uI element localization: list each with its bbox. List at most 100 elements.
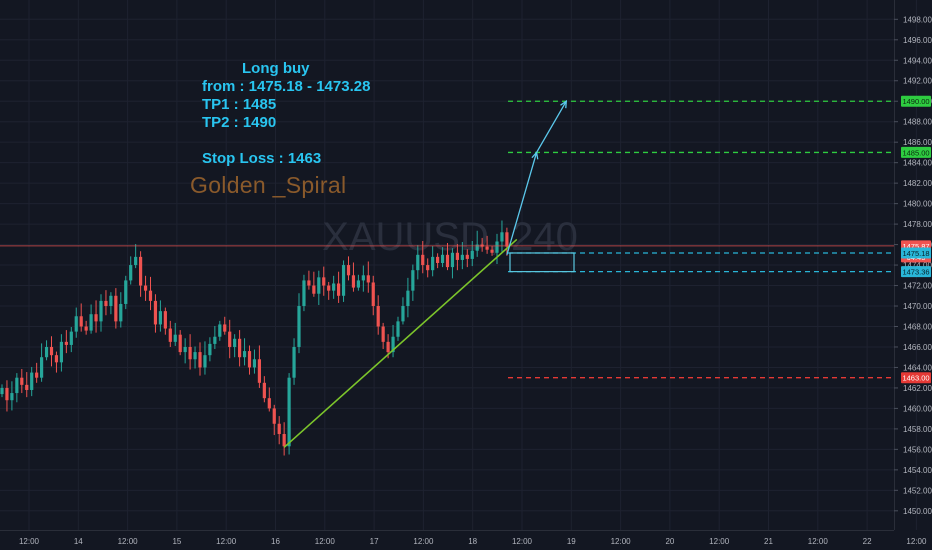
candle-body	[426, 265, 430, 271]
candles	[0, 220, 509, 456]
candle-body	[381, 326, 385, 342]
candle-body	[396, 321, 400, 337]
candle-body	[35, 372, 39, 378]
x-tick-label: 16	[271, 537, 280, 546]
x-tick-label: 19	[567, 537, 576, 546]
trendline	[283, 238, 518, 448]
candle-body	[371, 282, 375, 307]
projection-arrow	[536, 100, 567, 153]
candle-body	[168, 328, 172, 342]
brand-label: Golden _Spiral	[190, 172, 347, 198]
y-tick-label: 1450.00	[903, 507, 932, 516]
stop-loss-label: 1463.00	[902, 374, 929, 383]
entry-low-tag	[901, 266, 931, 278]
candle-body	[366, 275, 370, 283]
candle-body	[332, 283, 336, 291]
stop-loss-tag	[901, 372, 931, 384]
x-tick-label: 12:00	[315, 537, 336, 546]
y-tick-label: 1464.00	[903, 363, 932, 372]
note-range: from : 1475.18 - 1473.28	[202, 78, 371, 95]
candle-body	[440, 254, 445, 264]
candle-body	[267, 398, 271, 409]
candle-body	[411, 270, 415, 291]
candle-body	[445, 254, 450, 268]
candle-body	[173, 334, 177, 342]
candle-body	[30, 372, 34, 390]
candle-body	[238, 338, 242, 358]
y-tick-label: 1452.00	[903, 486, 932, 495]
candle-body	[356, 280, 360, 288]
candle-body	[119, 303, 123, 322]
candle-body	[351, 275, 356, 288]
y-tick-label: 1482.00	[903, 179, 932, 188]
candle-body	[470, 250, 474, 259]
candle-body	[228, 331, 232, 347]
x-tick-label: 12:00	[413, 537, 434, 546]
x-tick-label: 12:00	[118, 537, 139, 546]
x-tick-label: 22	[863, 537, 872, 546]
candle-body	[421, 254, 425, 266]
candle-body	[495, 241, 499, 253]
candle-body	[312, 285, 316, 294]
note-stop-loss: Stop Loss : 1463	[202, 150, 322, 167]
x-tick-label: 18	[468, 537, 477, 546]
y-tick-label: 1496.00	[903, 36, 932, 45]
candle-body	[302, 280, 306, 307]
candle-body	[327, 285, 331, 291]
candle-body	[59, 341, 63, 363]
candle-body	[99, 300, 103, 322]
candle-body	[74, 316, 78, 332]
tp1-label: 1485.00	[902, 148, 929, 157]
x-tick-label: 12:00	[709, 537, 730, 546]
grid	[0, 0, 917, 530]
y-tick-label: 1498.00	[903, 15, 932, 24]
candle-body	[500, 232, 504, 242]
entry-zone-box	[509, 252, 575, 273]
y-tick-label: 1480.00	[903, 200, 932, 209]
candle-body	[307, 280, 311, 286]
candle-body	[436, 256, 440, 264]
x-tick-label: 17	[370, 537, 379, 546]
note-tp2: TP2 : 1490	[202, 114, 277, 131]
candle-body	[401, 306, 405, 322]
y-tick-label: 1492.00	[903, 77, 932, 86]
candle-body	[218, 324, 222, 337]
candle-body	[247, 351, 252, 368]
candle-body	[257, 359, 261, 383]
candle-body	[287, 377, 291, 447]
price-axis[interactable]: 1450.00 1452.00 1454.00 1456.00 1458.00 1460.…	[894, 15, 932, 516]
candle-body	[208, 343, 212, 356]
candle-body	[20, 377, 24, 385]
y-tick-label: 1486.00	[903, 138, 932, 147]
candle-body	[10, 393, 14, 401]
x-tick-label: 12:00	[512, 537, 533, 546]
candle-body	[386, 341, 390, 353]
candle-body	[148, 290, 153, 301]
y-tick-label: 1478.00	[903, 220, 932, 229]
candle-body	[153, 300, 158, 325]
candle-body	[89, 314, 93, 331]
candle-body	[64, 341, 68, 345]
x-tick-label: 20	[665, 537, 674, 546]
candle-body	[341, 265, 346, 296]
candle-body	[114, 295, 118, 322]
candle-body	[262, 382, 266, 399]
candle-body	[292, 346, 296, 378]
x-tick-label: 21	[764, 537, 773, 546]
y-tick-label: 1454.00	[903, 466, 932, 475]
candle-body	[178, 334, 182, 353]
candle-body	[455, 252, 459, 260]
candle-body	[40, 357, 44, 378]
x-tick-label: 14	[74, 537, 83, 546]
time-axis[interactable]: 12:00 14 12:00 15 12:00 16 12:00 17 12:00 18 12:00…	[19, 537, 932, 546]
y-tick-label: 1472.00	[903, 282, 932, 291]
candle-body	[213, 336, 217, 344]
y-tick-label: 1484.00	[903, 159, 932, 168]
candle-body	[198, 352, 202, 368]
candle-body	[129, 265, 133, 281]
overlays	[0, 99, 894, 448]
candle-body	[143, 285, 148, 291]
candle-body	[79, 316, 83, 327]
